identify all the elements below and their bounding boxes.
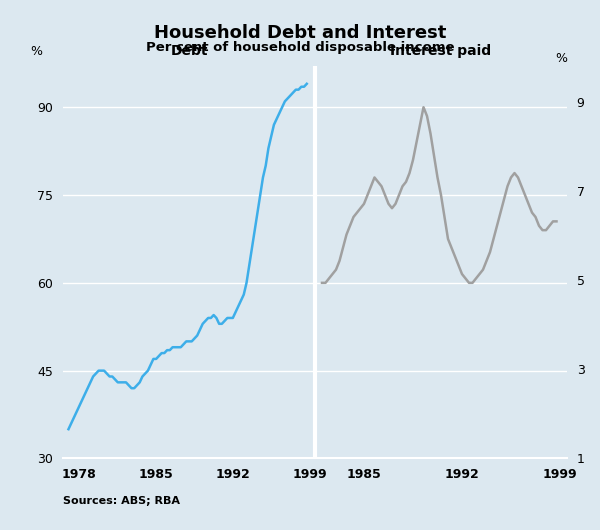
Text: %: % xyxy=(555,52,567,65)
Text: Interest paid: Interest paid xyxy=(391,45,491,58)
Text: Debt: Debt xyxy=(170,45,208,58)
Text: %: % xyxy=(30,46,42,58)
Text: Sources: ABS; RBA: Sources: ABS; RBA xyxy=(63,496,180,506)
Text: Per cent of household disposable income: Per cent of household disposable income xyxy=(146,41,454,55)
Text: Household Debt and Interest: Household Debt and Interest xyxy=(154,24,446,42)
